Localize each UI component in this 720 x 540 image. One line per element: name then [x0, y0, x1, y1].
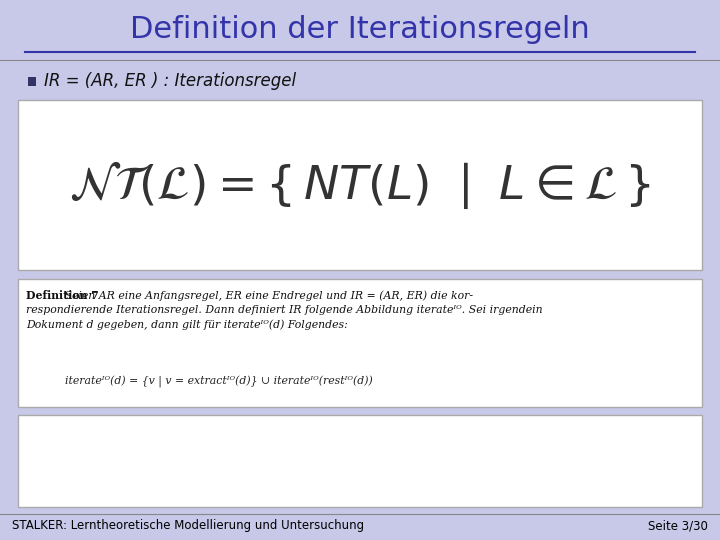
Text: Definition 7: Definition 7	[26, 290, 99, 301]
FancyBboxPatch shape	[18, 279, 702, 407]
Text: STALKER: Lerntheoretische Modellierung und Untersuchung: STALKER: Lerntheoretische Modellierung u…	[12, 519, 364, 532]
Text: iterateᴵᴼ(d) = {v | v = extractᴵᴼ(d)} ∪ iterateᴵᴼ(restᴵᴼ(d)): iterateᴵᴼ(d) = {v | v = extractᴵᴼ(d)} ∪ …	[65, 376, 373, 388]
Text: Seien AR eine Anfangsregel, ER eine Endregel und IR = (AR, ER) die kor-
respondi: Seien AR eine Anfangsregel, ER eine Endr…	[26, 290, 543, 330]
FancyBboxPatch shape	[18, 415, 702, 507]
Text: $\mathcal{NT}(\mathcal{L}) = \{\,NT(L)\;\mid\;L \in \mathcal{L}\,\}$: $\mathcal{NT}(\mathcal{L}) = \{\,NT(L)\;…	[69, 159, 651, 211]
Text: Definition der Iterationsregeln: Definition der Iterationsregeln	[130, 16, 590, 44]
Text: Seite 3/30: Seite 3/30	[648, 519, 708, 532]
Bar	[28, 77, 36, 86]
FancyBboxPatch shape	[18, 100, 702, 270]
Text: IR = (AR, ER ) : Iterationsregel: IR = (AR, ER ) : Iterationsregel	[44, 72, 296, 90]
